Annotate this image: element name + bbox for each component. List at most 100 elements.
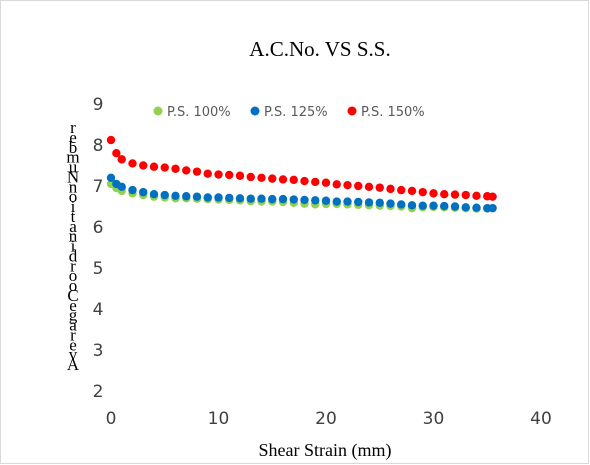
- data-point: [268, 174, 277, 183]
- data-point: [418, 187, 427, 197]
- y-axis-label-char: N: [67, 167, 79, 186]
- y-axis-label-char: n: [69, 227, 78, 246]
- data-point: [160, 190, 169, 200]
- data-point: [257, 173, 266, 182]
- data-point: [160, 163, 169, 172]
- data-point: [246, 172, 255, 182]
- y-axis-label-char: d: [69, 246, 78, 265]
- data-point: [343, 197, 352, 206]
- data-point: [192, 192, 202, 201]
- data-point: [397, 200, 406, 209]
- y-axis-label-char: g: [69, 306, 78, 325]
- data-point: [300, 176, 309, 186]
- data-point: [246, 194, 255, 203]
- data-point: [354, 181, 363, 191]
- x-tick-label: 40: [530, 409, 552, 429]
- data-point: [106, 173, 116, 182]
- legend-marker: [347, 106, 357, 116]
- data-point: [461, 203, 470, 212]
- y-tick-label: 3: [93, 341, 104, 361]
- data-point: [407, 201, 417, 210]
- y-axis-label-char: o: [69, 266, 78, 285]
- data-point: [149, 190, 159, 199]
- y-axis-label-char: e: [69, 335, 77, 354]
- data-point: [139, 187, 148, 197]
- y-axis-label-char: e: [69, 296, 77, 315]
- data-point: [332, 180, 341, 189]
- y-axis-label-char: u: [69, 158, 78, 177]
- data-point: [461, 190, 470, 200]
- y-axis-label-char: v: [69, 345, 78, 364]
- y-tick-label: 4: [93, 300, 104, 320]
- x-tick-label: 20: [315, 409, 337, 429]
- data-point: [375, 183, 384, 192]
- data-point: [225, 193, 234, 203]
- data-point: [311, 196, 320, 205]
- data-point: [343, 180, 352, 190]
- series-2: [106, 173, 497, 213]
- data-point: [214, 193, 223, 202]
- legend-marker: [153, 106, 163, 116]
- legend-label: P.S. 150%: [361, 105, 425, 120]
- x-tick-label: 30: [423, 409, 445, 429]
- data-point: [321, 178, 331, 187]
- series-3: [106, 135, 497, 201]
- data-point: [117, 182, 126, 192]
- y-tick-label: 2: [93, 382, 104, 402]
- data-point: [289, 195, 298, 204]
- y-axis-label-char: e: [69, 128, 77, 147]
- y-axis-label-char: m: [66, 148, 79, 167]
- y-axis-label-char: o: [69, 187, 78, 206]
- data-point: [488, 192, 497, 201]
- data-point: [429, 189, 438, 198]
- y-axis-label-char: i: [71, 237, 76, 256]
- x-axis-label: Shear Strain (mm): [259, 440, 392, 461]
- data-point: [278, 175, 288, 184]
- y-axis-label-char: n: [69, 177, 78, 196]
- data-point: [128, 159, 137, 168]
- data-point: [300, 195, 309, 205]
- plot-area: [106, 135, 497, 213]
- data-point: [139, 161, 148, 170]
- data-point: [386, 199, 395, 208]
- y-tick-label: 5: [93, 259, 104, 279]
- chart-legend: P.S. 100% P.S. 125% P.S. 150%: [153, 105, 425, 120]
- data-point: [278, 194, 288, 204]
- y-tick-label: 9: [93, 95, 104, 115]
- y-axis-label-char: r: [70, 256, 76, 275]
- data-point: [364, 182, 374, 192]
- y-tick-label: 7: [93, 177, 104, 197]
- data-point: [106, 135, 116, 145]
- data-point: [112, 149, 121, 158]
- data-point: [128, 185, 137, 195]
- data-point: [354, 197, 363, 207]
- data-point: [149, 162, 159, 171]
- y-axis-label-char: a: [69, 316, 77, 335]
- data-point: [488, 203, 497, 213]
- data-point: [407, 186, 417, 196]
- y-axis-label-char: t: [71, 207, 76, 226]
- data-point: [440, 190, 449, 199]
- x-axis-ticks: 0 10 20 30 40: [106, 409, 552, 429]
- y-tick-label: 8: [93, 136, 104, 156]
- data-point: [235, 171, 245, 180]
- data-point: [472, 203, 481, 212]
- y-axis-label-char: a: [69, 217, 77, 236]
- data-point: [472, 191, 481, 201]
- data-point: [311, 177, 320, 187]
- y-axis-label-char: o: [69, 276, 78, 295]
- data-point: [117, 155, 126, 164]
- data-point: [418, 201, 427, 210]
- data-point: [375, 198, 384, 208]
- data-point: [440, 201, 449, 211]
- y-tick-label: 6: [93, 218, 104, 238]
- legend-marker: [250, 106, 260, 116]
- y-axis-label-char: r: [70, 118, 76, 137]
- data-point: [429, 201, 438, 210]
- data-point: [332, 197, 341, 206]
- legend-label: P.S. 100%: [167, 105, 231, 120]
- y-axis-label-char: r: [70, 325, 76, 344]
- legend-label: P.S. 125%: [264, 105, 328, 120]
